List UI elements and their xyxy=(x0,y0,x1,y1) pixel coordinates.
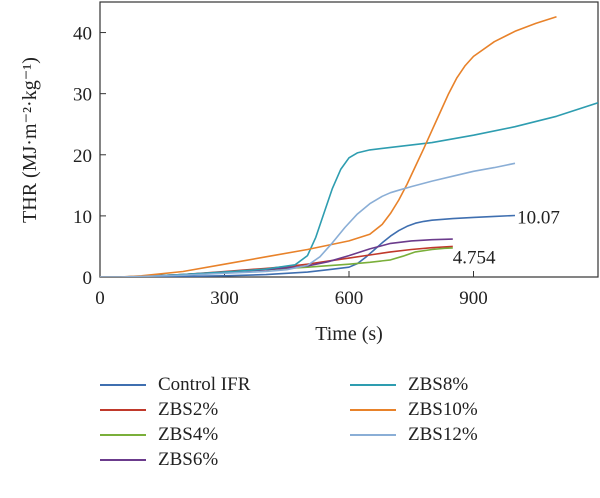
legend-swatch xyxy=(100,384,146,386)
y-tick-label: 20 xyxy=(73,146,92,167)
legend-label: ZBS4% xyxy=(158,424,219,445)
legend-label: Control IFR xyxy=(158,374,251,395)
thr-chart: Time (s) THR (MJ·m⁻²·kg⁻¹) 0 300 600 900 0 10… xyxy=(19,1,599,345)
annotation-label: 10.07 xyxy=(517,208,560,229)
legend-item: ZBS4% xyxy=(100,422,218,448)
legend-label: ZBS8% xyxy=(408,374,469,395)
legend-swatch xyxy=(350,434,396,436)
legend-label: ZBS12% xyxy=(408,424,478,445)
series-line-2 xyxy=(100,247,453,277)
legend-item: ZBS6% xyxy=(100,447,218,473)
plot-frame xyxy=(99,1,599,278)
legend-swatch xyxy=(350,409,396,411)
legend-label: ZBS2% xyxy=(158,399,219,420)
series-line-5 xyxy=(100,15,557,277)
y-tick-label: 40 xyxy=(73,24,92,45)
x-tick-label: 0 xyxy=(95,288,105,309)
y-tick-label: 30 xyxy=(73,85,92,106)
annotation-label: 4.754 xyxy=(453,247,496,268)
legend-swatch xyxy=(350,384,396,386)
x-tick-label: 600 xyxy=(335,288,364,309)
legend-item: ZBS12% xyxy=(350,422,478,448)
y-tick-label: 0 xyxy=(83,268,93,289)
y-axis-title: THR (MJ·m⁻²·kg⁻¹) xyxy=(19,57,41,223)
legend-swatch xyxy=(100,459,146,461)
legend-item: Control IFR xyxy=(100,372,250,398)
series-line-6 xyxy=(100,162,516,277)
x-tick-label: 900 xyxy=(459,288,488,309)
x-tick-label: 300 xyxy=(210,288,239,309)
x-axis-title: Time (s) xyxy=(315,323,383,345)
legend-label: ZBS10% xyxy=(408,399,478,420)
legend-item: ZBS8% xyxy=(350,372,468,398)
legend-label: ZBS6% xyxy=(158,449,219,470)
y-tick-label: 10 xyxy=(73,207,92,228)
legend-item: ZBS2% xyxy=(100,397,218,423)
legend-swatch xyxy=(100,434,146,436)
series-line-1 xyxy=(100,245,453,277)
series-line-4 xyxy=(100,102,598,277)
legend-swatch xyxy=(100,409,146,411)
legend-item: ZBS10% xyxy=(350,397,478,423)
series-line-0 xyxy=(100,214,516,277)
